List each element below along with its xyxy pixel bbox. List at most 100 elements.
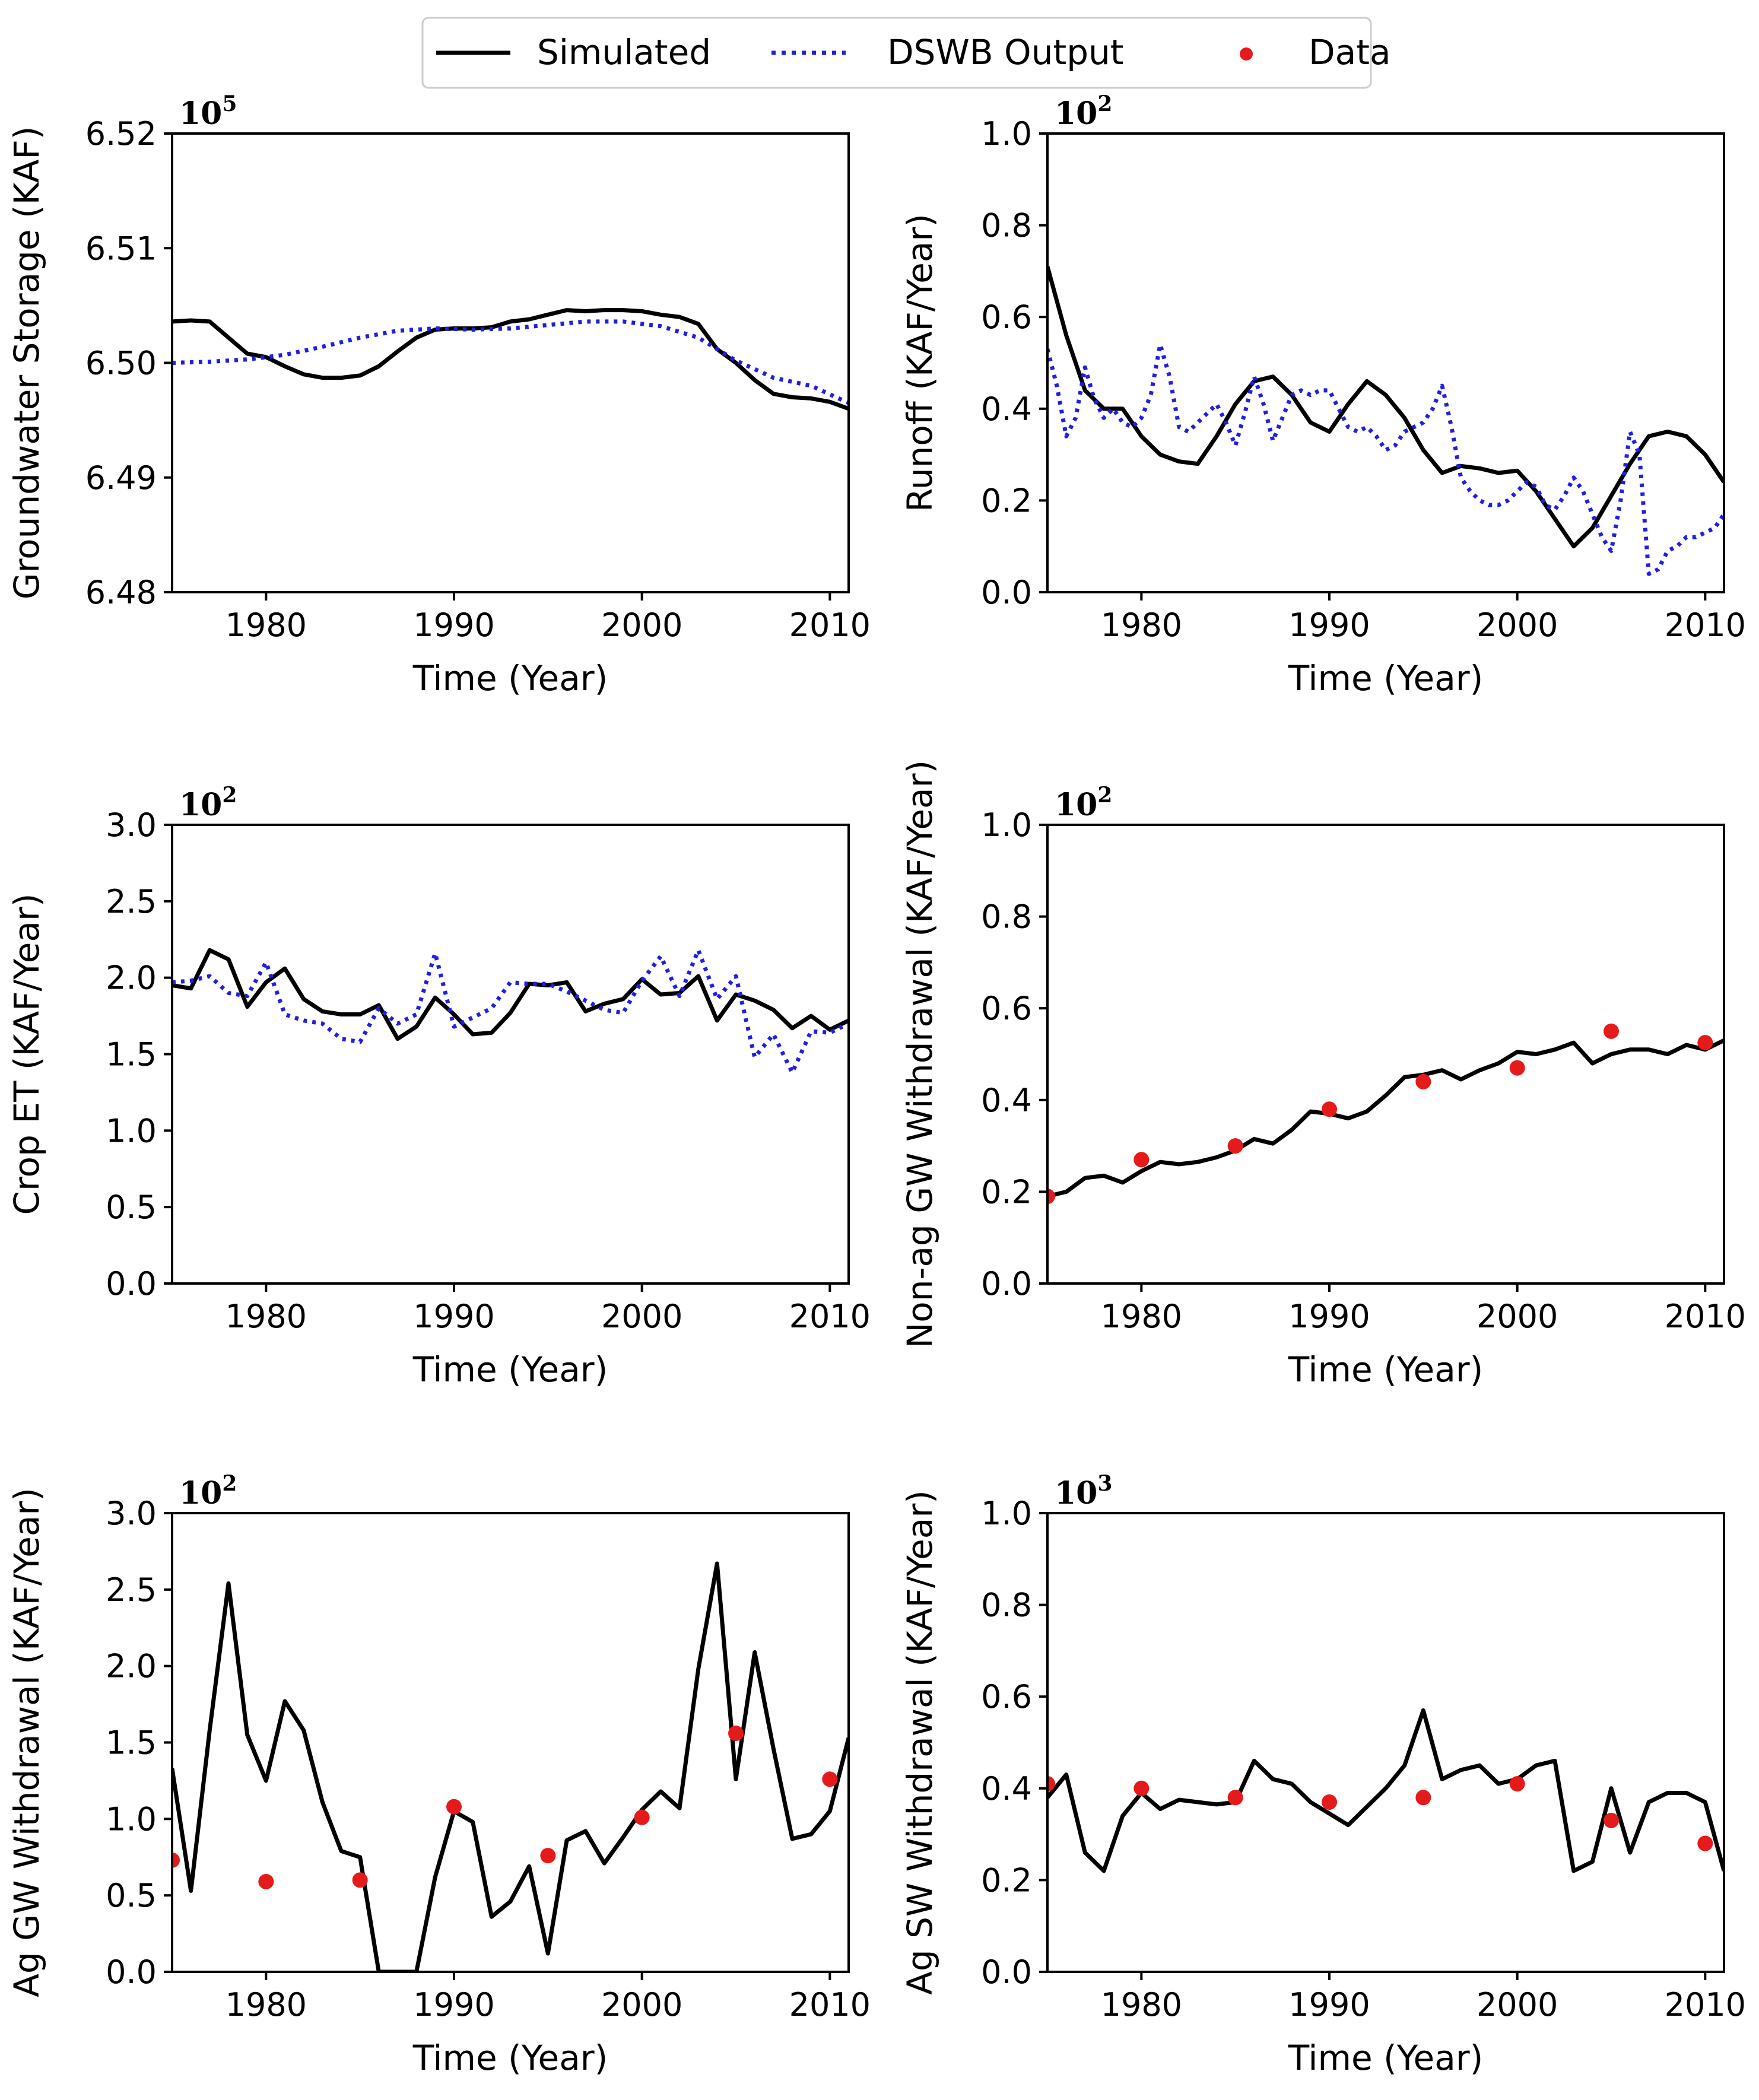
legend: Simulated DSWB Output Data <box>421 17 1391 89</box>
legend-swatch-data <box>1240 47 1253 61</box>
data-point <box>1604 1812 1619 1828</box>
panel-3: 1980 1990 2000 2010 0.0 0.5 1.0 1.5 2.0 2.5 3.0 Tim… <box>7 783 871 1390</box>
data-point <box>822 1771 838 1787</box>
y-tick-label: 6.51 <box>85 230 157 267</box>
data-point <box>1509 1060 1525 1076</box>
axis-exponent-base: 10 <box>1055 96 1097 132</box>
x-tick-label: 1990 <box>1288 606 1370 644</box>
axis-exponent: 102 <box>1055 783 1112 823</box>
axis-exponent-power: 5 <box>222 91 237 116</box>
panel-4: 1980 1990 2000 2010 0.0 0.2 0.4 0.6 0.8 1.0 Time (… <box>900 760 1746 1390</box>
y-tick-label: 1.0 <box>981 1495 1032 1532</box>
y-tick-label: 3.0 <box>106 1495 157 1532</box>
simulated-line <box>1047 266 1724 549</box>
x-tick-label: 1990 <box>413 1986 494 2023</box>
data-point <box>728 1726 744 1742</box>
legend-label: DSWB Output <box>887 32 1124 72</box>
axis-exponent-power: 2 <box>1097 783 1112 808</box>
panel-2: 1980 1990 2000 2010 0.0 0.2 0.4 0.6 0.8 1.0 Time (… <box>900 91 1746 698</box>
data-point <box>1227 1790 1243 1806</box>
data-point <box>1415 1073 1431 1089</box>
data-point <box>1509 1776 1525 1792</box>
y-tick-label: 0.2 <box>981 1173 1032 1211</box>
axes-frame <box>1046 1512 1725 1973</box>
simulated-line <box>172 308 849 411</box>
panel-6: 1980 1990 2000 2010 0.0 0.2 0.4 0.6 0.8 1.0 Time (… <box>900 1471 1746 2078</box>
axis-exponent-base: 10 <box>1055 1475 1097 1511</box>
x-axis-label: Time (Year) <box>1288 1349 1483 1390</box>
plot-area <box>1047 1708 1724 1873</box>
x-tick-label: 2010 <box>1665 606 1746 644</box>
panels: 1980 1990 2000 2010 6.48 6.49 6.50 6.51 6.52 Time… <box>7 91 1746 2078</box>
x-tick-label: 2000 <box>601 606 682 644</box>
simulated-line <box>172 948 849 1041</box>
axis-exponent-power: 3 <box>1097 1471 1112 1496</box>
y-axis-label: Groundwater Storage (KAF) <box>7 126 47 600</box>
x-tick-label: 1990 <box>413 606 494 644</box>
data-point <box>1133 1152 1150 1168</box>
x-tick-label: 2010 <box>1665 1298 1746 1335</box>
plot-area <box>1047 266 1724 576</box>
axes-frame <box>1046 132 1725 593</box>
data-point <box>1322 1794 1337 1810</box>
axis-exponent-base: 10 <box>179 787 222 823</box>
axes-frame <box>171 824 850 1285</box>
x-tick-label: 2000 <box>1477 1986 1558 2023</box>
data-point <box>634 1809 650 1825</box>
data-point <box>1227 1138 1243 1154</box>
legend-label: Data <box>1309 32 1391 72</box>
axes-frame <box>1046 824 1725 1285</box>
y-tick-label: 0.0 <box>106 1953 157 1991</box>
y-tick-label: 2.0 <box>106 1648 157 1685</box>
axis-exponent: 102 <box>179 1471 237 1511</box>
x-tick-label: 2010 <box>1665 1986 1746 2023</box>
y-axis-label: Ag SW Withdrawal (KAF/Year) <box>900 1490 940 1995</box>
y-tick-label: 0.0 <box>981 1265 1032 1302</box>
y-tick-label: 0.0 <box>981 574 1032 611</box>
data-point <box>1322 1101 1337 1117</box>
y-tick-label: 6.48 <box>85 574 157 611</box>
simulated-line <box>1047 1708 1724 1873</box>
legend-frame <box>421 17 1372 89</box>
x-tick-label: 2010 <box>789 1986 871 2023</box>
x-tick-label: 1980 <box>226 1986 307 2023</box>
simulated-line <box>1047 1038 1724 1199</box>
y-tick-label: 0.4 <box>981 1770 1032 1807</box>
x-axis-label: Time (Year) <box>1288 658 1483 698</box>
x-tick-label: 1980 <box>226 606 307 644</box>
legend-label: Simulated <box>537 32 711 72</box>
dswb-output-line <box>1047 342 1724 576</box>
axis-exponent: 102 <box>1055 91 1112 132</box>
axis-exponent-power: 2 <box>222 1471 237 1496</box>
axis-exponent-base: 10 <box>179 1475 222 1511</box>
legend-item-simulated: Simulated <box>436 32 711 72</box>
x-tick-label: 1990 <box>1288 1986 1370 2023</box>
x-axis-label: Time (Year) <box>412 658 608 698</box>
y-tick-label: 2.5 <box>106 1571 157 1609</box>
panel-5: 1980 1990 2000 2010 0.0 0.5 1.0 1.5 2.0 2.5 3.0 Tim… <box>7 1471 871 2078</box>
y-tick-label: 0.2 <box>981 482 1032 519</box>
x-tick-label: 1980 <box>226 1298 307 1335</box>
y-tick-label: 0.2 <box>981 1861 1032 1899</box>
x-tick-label: 1990 <box>413 1298 494 1335</box>
axis-exponent: 103 <box>1055 1471 1112 1511</box>
y-tick-label: 0.4 <box>981 1082 1032 1119</box>
x-tick-label: 1980 <box>1101 1298 1182 1335</box>
plot-area <box>172 308 849 411</box>
legend-item-dswb-output: DSWB Output <box>771 32 1124 72</box>
axis-exponent: 102 <box>179 783 237 823</box>
data-point <box>1133 1780 1150 1796</box>
y-tick-label: 0.6 <box>981 990 1032 1027</box>
y-tick-label: 6.49 <box>85 459 157 497</box>
y-tick-label: 1.0 <box>981 806 1032 844</box>
x-tick-label: 1980 <box>1101 1986 1182 2023</box>
y-tick-label: 1.0 <box>981 115 1032 153</box>
axis-exponent: 105 <box>179 91 237 132</box>
x-axis-label: Time (Year) <box>1288 2038 1483 2078</box>
data-point <box>446 1799 462 1815</box>
y-tick-label: 2.0 <box>106 960 157 997</box>
legend-item-data: Data <box>1240 32 1391 72</box>
y-axis-label: Crop ET (KAF/Year) <box>7 894 47 1215</box>
plot-area <box>1047 1023 1724 1205</box>
